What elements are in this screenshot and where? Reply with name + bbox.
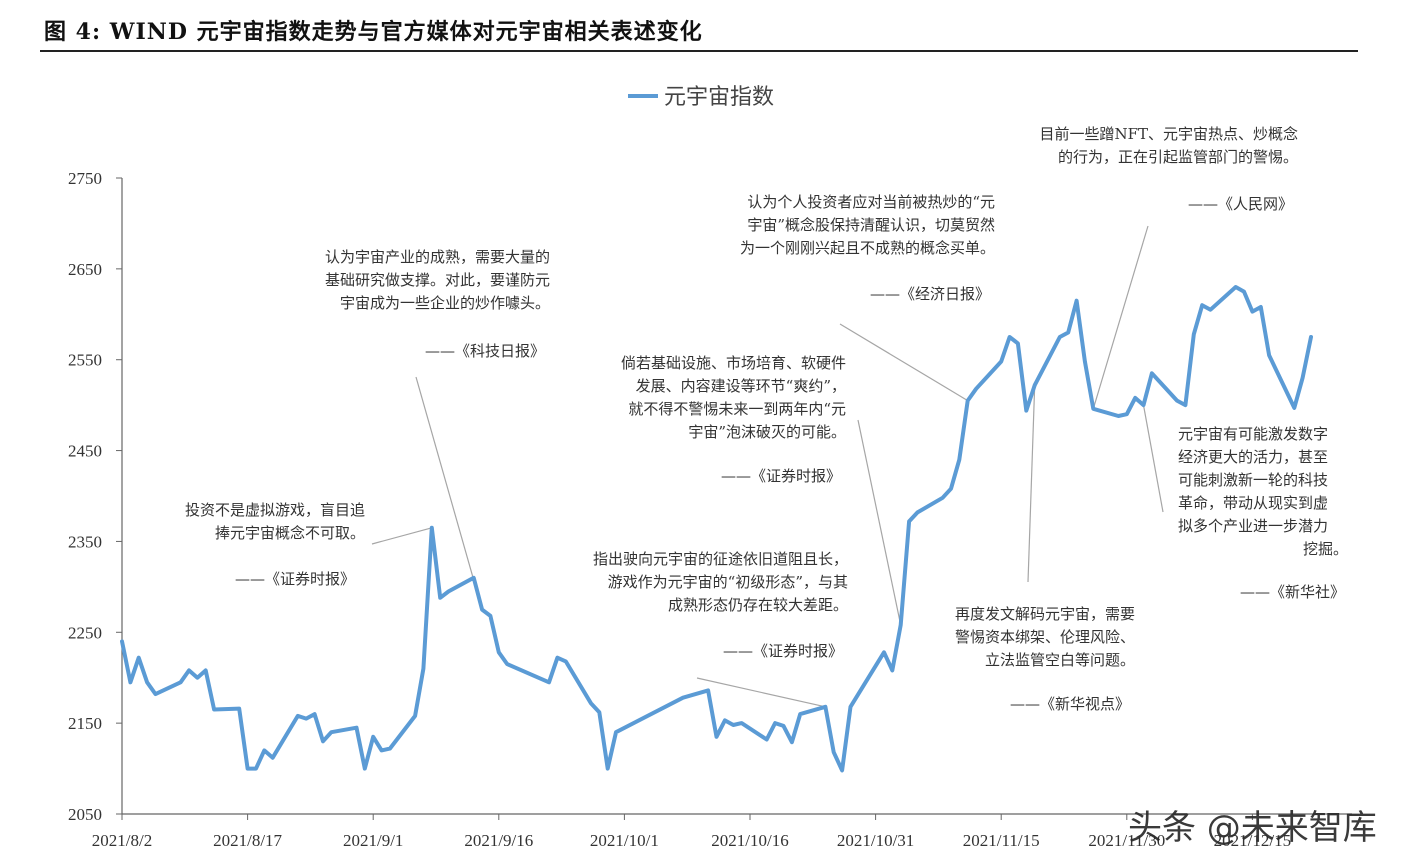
annotation-text-line: 投资不是虚拟游戏，盲目追 — [185, 501, 365, 519]
leader-line-a5 — [839, 323, 969, 402]
x-tick-label: 2021/8/17 — [213, 831, 282, 850]
leader-line-a3 — [857, 419, 902, 626]
annotation-text-line: 可能刺激新一轮的科技 — [1178, 471, 1328, 489]
x-tick-label: 2021/10/31 — [837, 831, 914, 850]
figure-title: 图 4: WIND 元宇宙指数走势与官方媒体对元宇宙相关表述变化 — [44, 19, 703, 45]
annotation-source: ——《证券时报》 — [721, 467, 841, 485]
y-axis-ticks: 2050 2150 2250 2350 2450 2550 2650 2750 — [68, 169, 122, 824]
y-tick-label: 2450 — [68, 442, 102, 461]
annotation-text-line: 发展、内容建设等环节“爽约”， — [636, 377, 846, 395]
annotation-source: ——《证券时报》 — [235, 570, 355, 588]
annotation-source: ——《人民网》 — [1188, 195, 1293, 213]
x-tick-label: 2021/8/2 — [92, 831, 152, 850]
annotation-text-line: 宇宙”概念股保持清醒认识，切莫贸然 — [747, 216, 995, 234]
x-tick-label: 2021/9/1 — [343, 831, 403, 850]
chart-axes — [121, 178, 1352, 815]
leader-line-a4 — [696, 677, 826, 708]
annotation-text-line: 认为个人投资者应对当前被热炒的“元 — [747, 193, 995, 211]
leader-line-a1 — [371, 527, 432, 545]
annotation-text-line: 挖掘。 — [1303, 540, 1348, 558]
annotation-source: ——《证券时报》 — [723, 642, 843, 660]
annotation-text-line: 宇宙”泡沫破灭的可能。 — [688, 423, 846, 441]
y-tick-label: 2650 — [68, 260, 102, 279]
annotation-a4: 指出驶向元宇宙的征途依旧道阻且长， 游戏作为元宇宙的“初级形态”，与其成熟形态仍存… — [593, 550, 848, 660]
annotation-source: ——《新华社》 — [1240, 583, 1345, 601]
annotation-source: ——《科技日报》 — [425, 342, 545, 360]
watermark: 头条 @未来智库 — [1128, 808, 1377, 848]
leader-line-a2 — [415, 376, 483, 610]
annotation-text-line: 为一个刚刚兴起且不成熟的概念买单。 — [740, 239, 995, 257]
annotation-source: ——《新华视点》 — [1010, 695, 1130, 713]
y-tick-label: 2150 — [68, 714, 102, 733]
annotation-text-line: 指出驶向元宇宙的征途依旧道阻且长， — [593, 550, 848, 568]
y-tick-label: 2050 — [68, 805, 102, 824]
annotation-text-line: 目前一些蹭NFT、元宇宙热点、炒概念 — [1039, 125, 1298, 143]
annotation-text-line: 警惕资本绑架、伦理风险、 — [955, 628, 1135, 646]
x-tick-label: 2021/10/1 — [590, 831, 659, 850]
annotation-text-line: 再度发文解码元宇宙，需要 — [955, 605, 1135, 623]
y-tick-label: 2750 — [68, 169, 102, 188]
leader-line-a6 — [1092, 225, 1149, 409]
x-tick-label: 2021/11/30 — [1088, 831, 1165, 850]
annotation-a8: 元宇宙有可能激发数字经济更大的活力，甚至可能刺激新一轮的科技革命，带动从现实到虚… — [1178, 425, 1348, 601]
annotation-text-line: 就不得不警惕未来一到两年内“元 — [628, 400, 846, 418]
leader-line-a7 — [1027, 385, 1036, 583]
annotation-text-line: 倘若基础设施、市场培育、软硬件 — [621, 354, 846, 372]
x-tick-label: 2021/9/16 — [464, 831, 533, 850]
chart-legend: 元宇宙指数 — [628, 85, 774, 110]
annotation-a5: 认为个人投资者应对当前被热炒的“元宇宙”概念股保持清醒认识，切莫贸然为一个刚刚兴… — [740, 193, 995, 303]
x-tick-label: 2021/11/15 — [963, 831, 1040, 850]
series-line-元宇宙指数 — [120, 285, 1313, 773]
annotation-text-line: 基础研究做支撑。对此，要谨防元 — [325, 271, 550, 289]
leader-line-a8 — [1142, 404, 1164, 513]
annotation-text-line: 成熟形态仍存在较大差距。 — [668, 596, 848, 614]
annotation-text-line: 经济更大的活力，甚至 — [1178, 448, 1328, 466]
annotation-text-line: 拟多个产业进一步潜力 — [1178, 517, 1328, 535]
legend-label: 元宇宙指数 — [664, 85, 774, 110]
annotation-a2: 认为宇宙产业的成熟，需要大量的基础研究做支撑。对此，要谨防元宇宙成为一些企业的炒… — [325, 248, 550, 360]
annotation-text-line: 宇宙成为一些企业的炒作噱头。 — [340, 294, 550, 312]
title-rule — [40, 50, 1358, 52]
x-tick-label: 2021/10/16 — [711, 831, 788, 850]
x-axis-ticks: 2021/8/2 2021/8/17 2021/9/1 2021/9/16 2021/1… — [92, 814, 1291, 850]
annotation-text-line: 捧元宇宙概念不可取。 — [215, 524, 365, 542]
y-tick-label: 2250 — [68, 623, 102, 642]
annotation-leader-lines — [371, 225, 1164, 708]
annotation-text-line: 认为宇宙产业的成熟，需要大量的 — [325, 248, 550, 266]
annotation-source: ——《经济日报》 — [870, 285, 990, 303]
annotation-text-line: 的行为，正在引起监管部门的警惕。 — [1058, 148, 1298, 166]
y-tick-label: 2350 — [68, 532, 102, 551]
x-tick-label: 2021/12/15 — [1214, 831, 1291, 850]
annotation-text-line: 元宇宙有可能激发数字 — [1178, 425, 1328, 443]
series-layer — [120, 285, 1313, 773]
y-tick-label: 2550 — [68, 351, 102, 370]
annotation-text-line: 游戏作为元宇宙的“初级形态”，与其 — [608, 573, 848, 591]
annotation-text-line: 革命，带动从现实到虚 — [1178, 494, 1328, 512]
annotation-text-line: 立法监管空白等问题。 — [985, 651, 1135, 669]
